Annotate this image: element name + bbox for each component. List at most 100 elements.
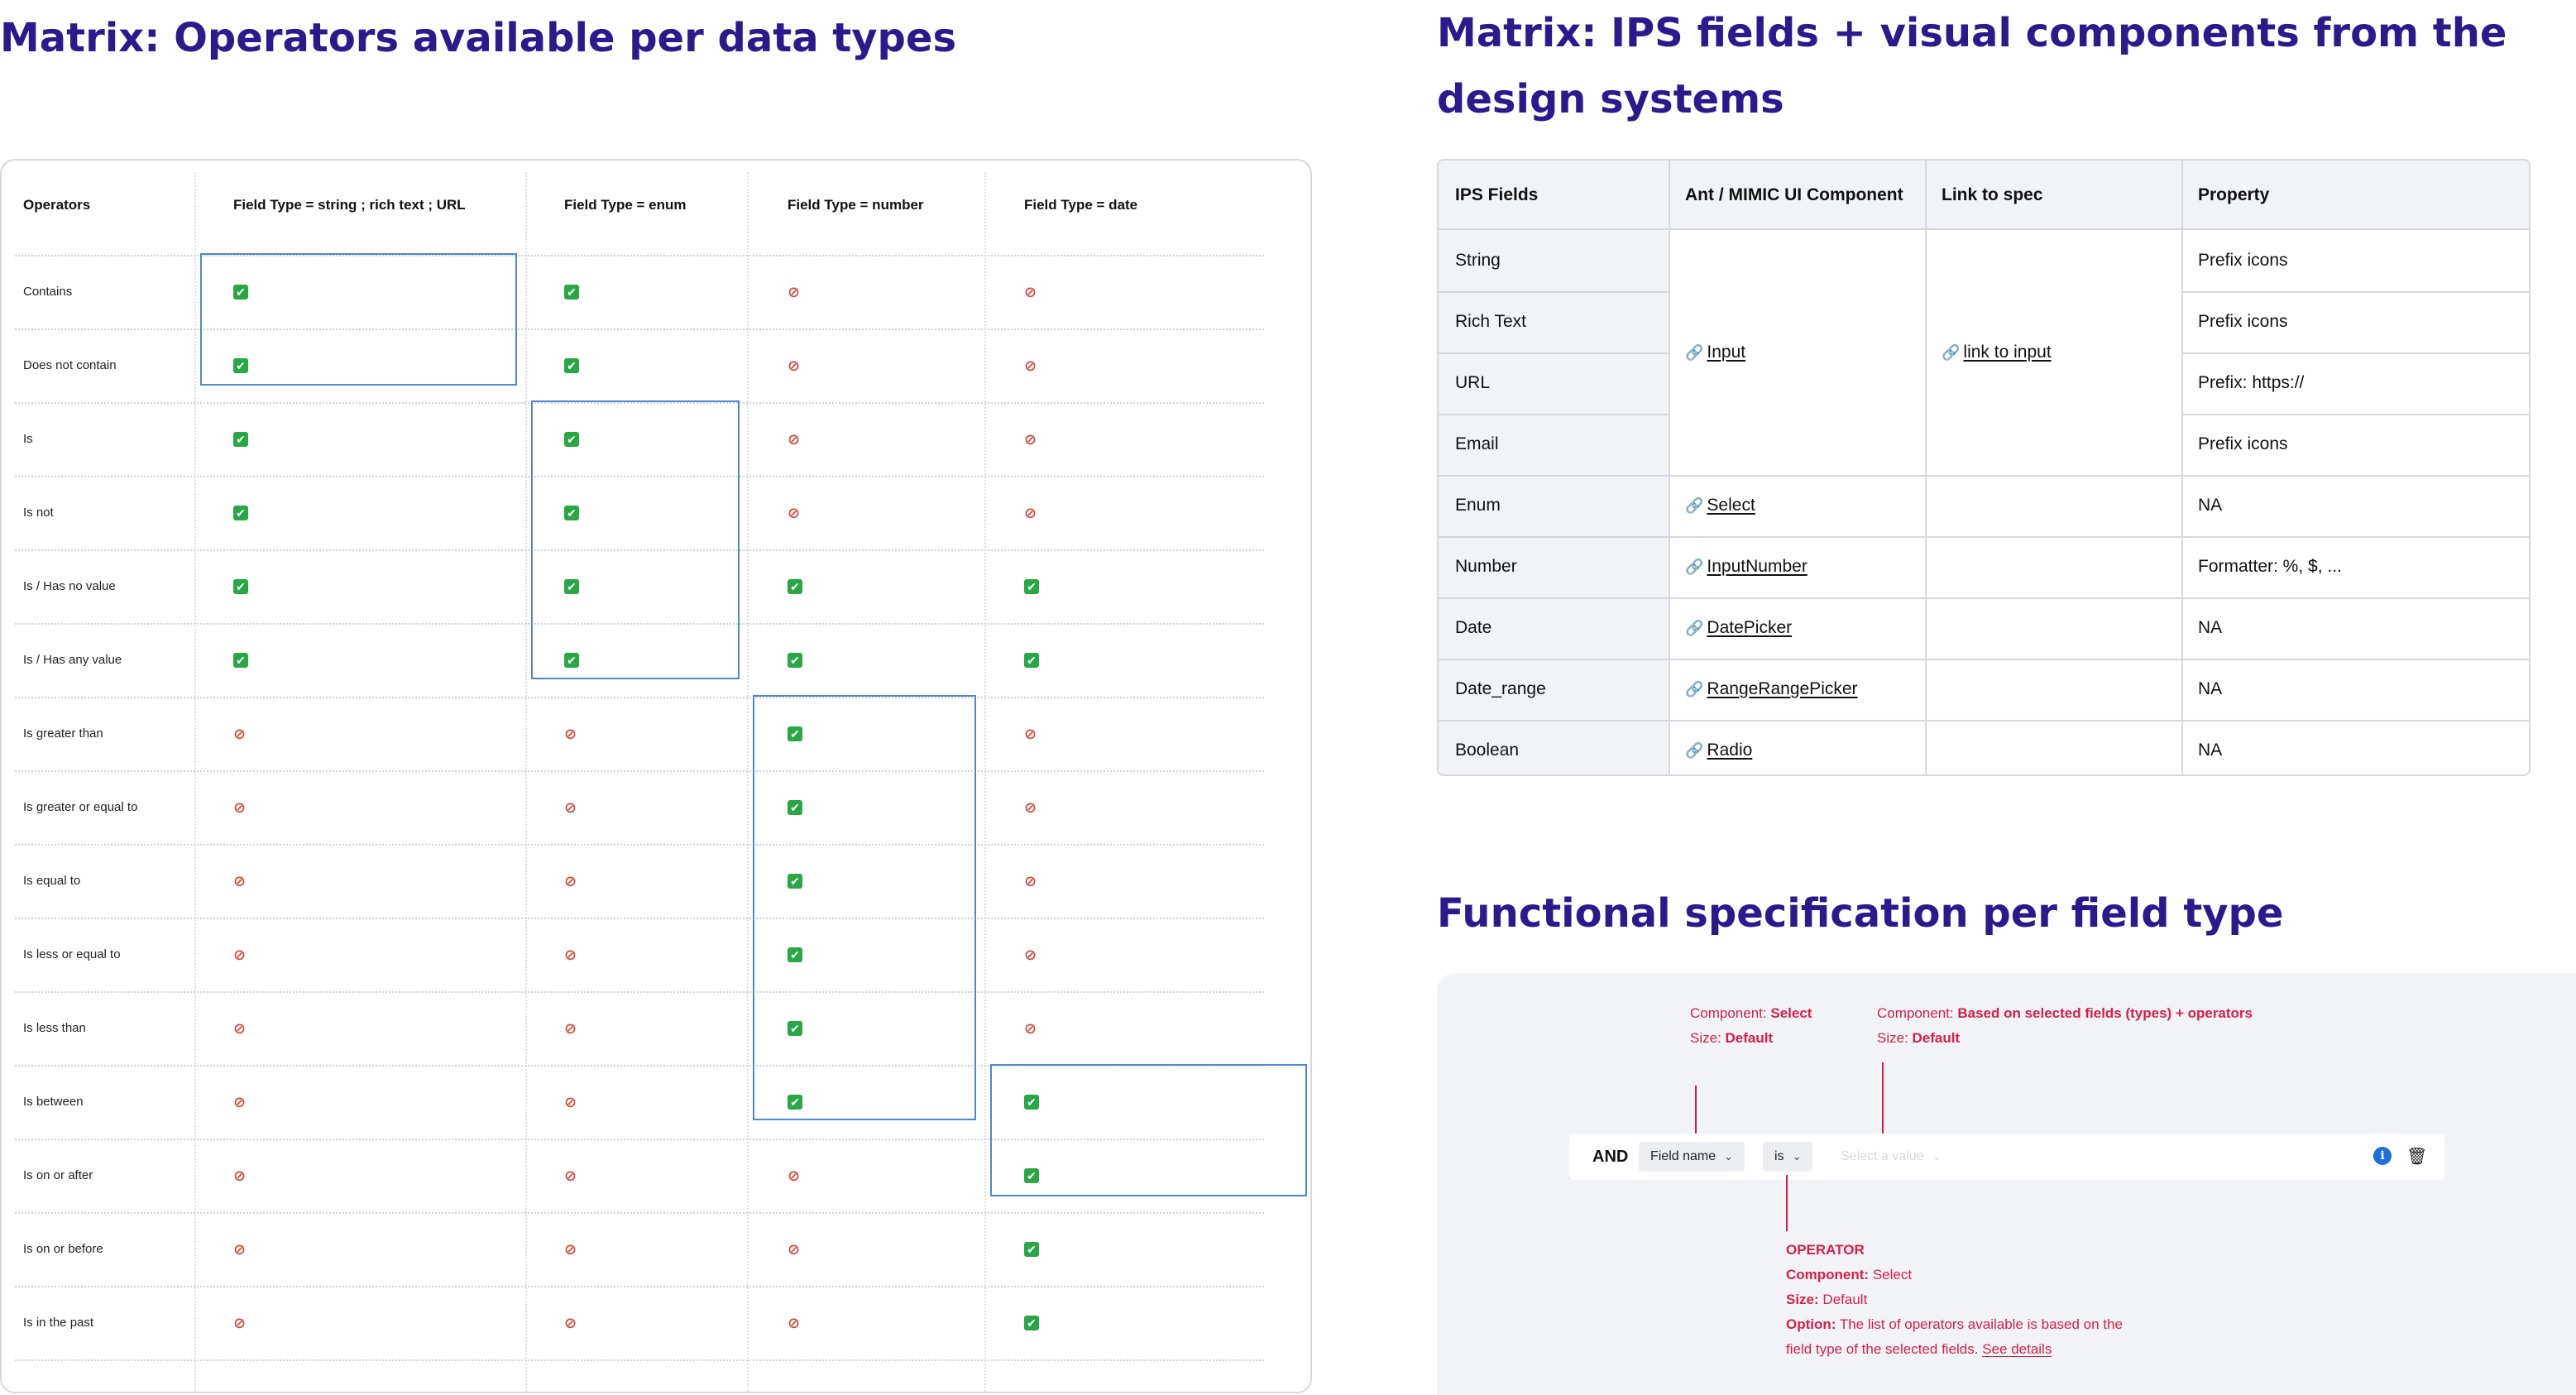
matrix-cell: ⊘ xyxy=(788,1139,800,1212)
row-divider xyxy=(15,1065,1264,1067)
prohibited-icon: ⊘ xyxy=(1024,283,1037,300)
matrix-cell: ✔ xyxy=(788,1065,802,1139)
operator-annotation-option-text: The list of operators available is based… xyxy=(1839,1316,2123,1332)
check-mark-icon: ✔ xyxy=(233,652,248,668)
ips-field-name: Boolean xyxy=(1455,741,1520,760)
operators-matrix-title: Matrix: Operators available per data typ… xyxy=(0,15,957,61)
component-link-label: DatePicker xyxy=(1707,618,1793,637)
ips-field-name: Enum xyxy=(1455,496,1501,515)
link-icon: 🔗 xyxy=(1685,343,1704,361)
prohibited-icon: ⊘ xyxy=(788,1167,801,1184)
ips-property: Prefix icons xyxy=(2198,434,2288,453)
matrix-cell: ⊘ xyxy=(233,991,246,1065)
ips-field-name: Date_range xyxy=(1455,679,1546,698)
link-icon: 🔗 xyxy=(1685,680,1704,698)
check-mark-icon: ✔ xyxy=(233,505,248,520)
check-mark-icon: ✔ xyxy=(1024,1241,1039,1257)
ips-row-divider xyxy=(2181,352,2529,354)
column-divider xyxy=(747,172,749,1392)
component-link[interactable]: 🔗 Select xyxy=(1685,475,1755,536)
column-divider xyxy=(525,172,527,1392)
check-mark-icon: ✔ xyxy=(788,1020,802,1036)
ips-field-name: String xyxy=(1455,251,1501,270)
check-mark-icon: ✔ xyxy=(233,357,248,373)
ips-row-divider xyxy=(1439,475,1669,477)
prohibited-icon: ⊘ xyxy=(1024,1019,1037,1037)
link-icon: 🔗 xyxy=(1685,619,1704,636)
check-mark-icon: ✔ xyxy=(1024,1094,1039,1110)
operator-select[interactable]: is ⌄ xyxy=(1763,1142,1813,1172)
spec-link-label: link to input xyxy=(1963,343,2052,362)
check-mark-icon: ✔ xyxy=(788,873,802,889)
matrix-cell: ✔ xyxy=(788,697,802,770)
trash-icon[interactable]: 🗑 xyxy=(2406,1148,2428,1166)
matrix-cell: ✔ xyxy=(564,328,579,402)
component-link[interactable]: 🔗 Input xyxy=(1685,322,1745,383)
matrix-cell: ⊘ xyxy=(564,991,577,1065)
info-icon[interactable]: i xyxy=(2373,1147,2392,1165)
check-mark-icon: ✔ xyxy=(564,652,579,668)
row-divider xyxy=(15,255,1264,256)
ips-property: NA xyxy=(2198,741,2223,760)
operator-label: Is in the past xyxy=(23,1316,94,1330)
component-link-label: RangeRangePicker xyxy=(1707,679,1858,698)
row-divider xyxy=(15,476,1264,477)
prohibited-icon: ⊘ xyxy=(564,1019,577,1037)
ips-row-divider xyxy=(1439,720,1669,721)
see-details-link[interactable]: See details xyxy=(1982,1341,2052,1357)
operator-label: Is not xyxy=(23,506,54,520)
matrix-cell: ⊘ xyxy=(233,1139,246,1212)
operator-label: Contains xyxy=(23,285,73,299)
prohibited-icon: ⊘ xyxy=(1024,946,1037,963)
ips-row-divider xyxy=(1669,659,2181,660)
prohibited-icon: ⊘ xyxy=(564,1093,577,1110)
chevron-down-icon: ⌄ xyxy=(1792,1150,1802,1162)
ips-row-divider xyxy=(1439,352,1669,354)
column-header: Field Type = date xyxy=(1024,197,1138,213)
matrix-cell: ⊘ xyxy=(564,1286,577,1359)
field-name-select[interactable]: Field name ⌄ xyxy=(1639,1142,1745,1172)
check-mark-icon: ✔ xyxy=(1024,652,1039,668)
ips-field-name: Email xyxy=(1455,434,1499,453)
matrix-cell: ⊘ xyxy=(233,770,246,844)
matrix-cell: ⊘ xyxy=(1024,328,1037,402)
component-link-label: Radio xyxy=(1707,741,1753,760)
ips-row-divider xyxy=(2181,414,2529,415)
prohibited-icon: ⊘ xyxy=(233,1314,247,1331)
component-link[interactable]: 🔗 DatePicker xyxy=(1685,597,1792,659)
ips-row-divider xyxy=(1669,597,2181,599)
highlight-box xyxy=(531,400,740,679)
ips-property: NA xyxy=(2198,496,2223,515)
component-link[interactable]: 🔗 InputNumber xyxy=(1685,536,1808,597)
operator-annotation-option-text-2: field type of the selected fields. xyxy=(1786,1341,1979,1357)
value-annotation: Component: Based on selected fields (typ… xyxy=(1877,1001,2253,1051)
component-link[interactable]: 🔗 RangeRangePicker xyxy=(1685,659,1858,720)
value-select-placeholder: Select a value xyxy=(1841,1149,1924,1163)
column-header: Operators xyxy=(23,197,91,213)
value-select[interactable]: Select a value ⌄ xyxy=(1841,1142,1941,1172)
row-divider xyxy=(15,402,1264,404)
matrix-cell: ⊘ xyxy=(233,1286,246,1359)
ips-row-divider xyxy=(2181,659,2529,660)
check-mark-icon: ✔ xyxy=(564,284,579,300)
prohibited-icon: ⊘ xyxy=(788,283,801,300)
prohibited-icon: ⊘ xyxy=(1024,504,1037,521)
check-mark-icon: ✔ xyxy=(233,284,248,300)
operator-label: Is xyxy=(23,432,33,446)
ips-property: Formatter: %, $, ... xyxy=(2198,557,2342,576)
check-mark-icon: ✔ xyxy=(564,357,579,373)
component-link-label: InputNumber xyxy=(1707,557,1808,576)
check-mark-icon: ✔ xyxy=(788,947,802,962)
matrix-cell: ⊘ xyxy=(564,697,577,770)
matrix-cell: ⊘ xyxy=(564,1212,577,1286)
spec-link[interactable]: 🔗 link to input xyxy=(1942,322,2052,383)
ips-row-divider xyxy=(1669,720,2181,721)
matrix-cell: ✔ xyxy=(564,476,579,549)
ips-column-header: IPS Fields xyxy=(1455,185,1539,204)
component-link[interactable]: 🔗 Radio xyxy=(1685,720,1753,774)
prohibited-icon: ⊘ xyxy=(233,1093,247,1110)
check-mark-icon: ✔ xyxy=(233,431,248,447)
ips-first-column xyxy=(1439,230,1669,774)
conjunction-label: AND xyxy=(1592,1147,1629,1166)
ips-column-divider xyxy=(1669,161,1670,774)
